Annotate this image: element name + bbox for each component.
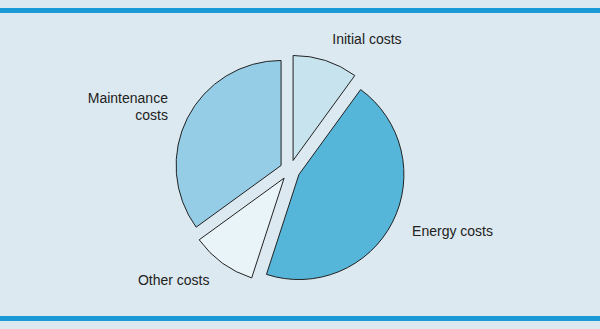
svg-text:Energy costs: Energy costs — [412, 223, 493, 239]
svg-text:Initial costs: Initial costs — [332, 30, 401, 46]
svg-text:Maintenancecosts: Maintenancecosts — [88, 90, 168, 123]
svg-text:Other costs: Other costs — [138, 272, 210, 288]
